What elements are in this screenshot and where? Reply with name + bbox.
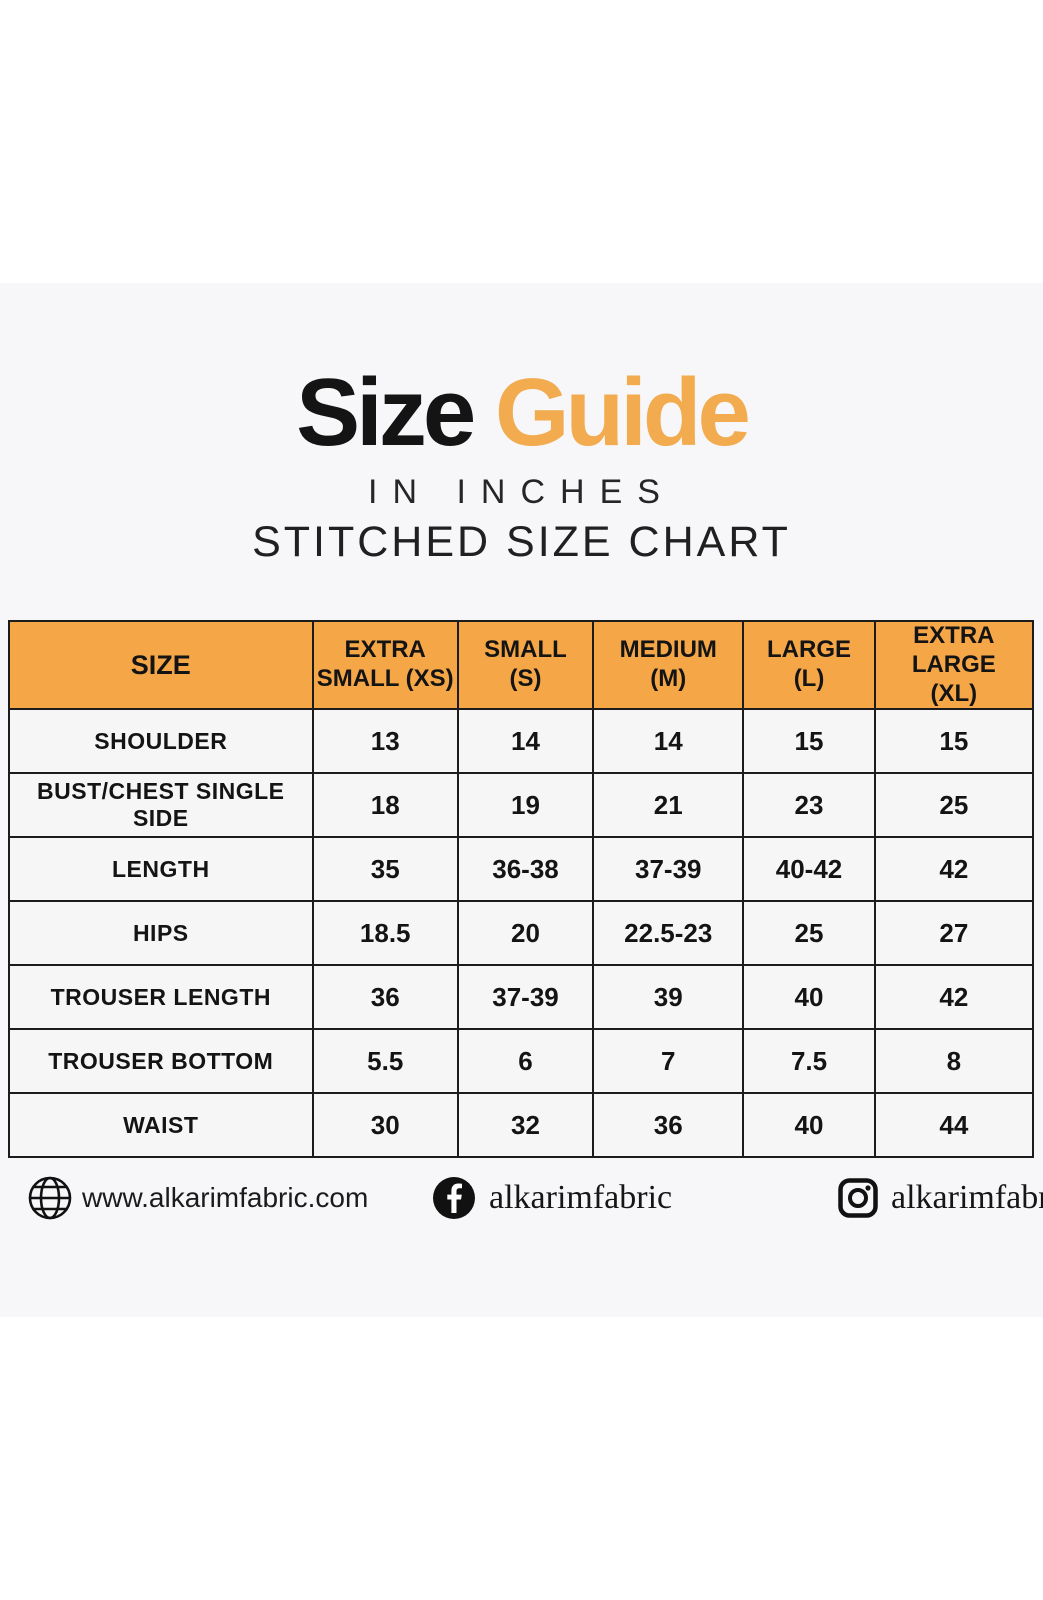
table-row: LENGTH 35 36-38 37-39 40-42 42 [8,836,1035,903]
website-url: www.alkarimfabric.com [82,1182,369,1213]
size-value-cell: 25 [742,900,876,967]
size-value-cell: 37-39 [456,964,595,1031]
size-value-cell: 14 [456,708,595,775]
title-block: Size Guide IN INCHES STITCHED SIZE CHART [0,365,1043,567]
size-value-cell: 19 [456,772,595,839]
subtitle-in-inches: IN INCHES [368,473,675,511]
footer-instagram: alkarimfabrics [838,1172,1043,1224]
row-label: TROUSER LENGTH [8,964,314,1031]
subtitle-stitched-size-chart: STITCHED SIZE CHART [252,518,791,566]
size-value-cell: 18 [311,772,459,839]
size-value-cell: 37-39 [592,836,745,903]
size-value-cell: 6 [456,1028,595,1095]
size-value-cell: 42 [873,836,1035,903]
size-value-cell: 22.5-23 [592,900,745,967]
size-value-cell: 40 [742,964,876,1031]
row-label: TROUSER BOTTOM [8,1028,314,1095]
globe-icon [26,1174,74,1222]
size-value-cell: 7 [592,1028,745,1095]
size-value-cell: 39 [592,964,745,1031]
size-value-cell: 15 [873,708,1035,775]
size-value-cell: 18.5 [311,900,459,967]
size-value-cell: 36 [311,964,459,1031]
size-value-cell: 42 [873,964,1035,1031]
table-row: SHOULDER 13 14 14 15 15 [8,708,1035,775]
size-value-cell: 8 [873,1028,1035,1095]
size-value-cell: 23 [742,772,876,839]
facebook-icon [432,1176,476,1220]
size-value-cell: 7.5 [742,1028,876,1095]
table-row: TROUSER BOTTOM 5.5 6 7 7.5 8 [8,1028,1035,1095]
size-value-cell: 30 [311,1092,459,1159]
row-label: BUST/CHEST SINGLE SIDE [8,772,314,839]
column-header: SMALL (S) [456,619,595,711]
size-table-body: SHOULDER 13 14 14 15 15 BUST/CHEST SINGLE SIDE… [8,708,1035,1159]
column-header: EXTRA SMALL (XS) [311,619,459,711]
row-label: WAIST [8,1092,314,1159]
footer-facebook: alkarimfabric [432,1172,672,1224]
table-row: WAIST 30 32 36 40 44 [8,1092,1035,1159]
size-value-cell: 5.5 [311,1028,459,1095]
instagram-icon [838,1178,878,1218]
size-value-cell: 40-42 [742,836,876,903]
size-value-cell: 35 [311,836,459,903]
table-row: HIPS 18.5 20 22.5-23 25 27 [8,900,1035,967]
facebook-handle: alkarimfabric [489,1179,673,1216]
size-value-cell: 21 [592,772,745,839]
row-label: LENGTH [8,836,314,903]
column-header: LARGE (L) [742,619,876,711]
size-value-cell: 13 [311,708,459,775]
footer-website: www.alkarimfabric.com [26,1172,368,1224]
size-table-header-row: SIZE EXTRA SMALL (XS) SMALL (S) MEDIUM (M) L… [8,619,1035,711]
instagram-handle: alkarimfabrics [891,1179,1043,1216]
size-value-cell: 27 [873,900,1035,967]
title-word-size: Size [296,359,476,466]
row-label: SHOULDER [8,708,314,775]
size-value-cell: 40 [742,1092,876,1159]
row-label: HIPS [8,900,314,967]
column-header: EXTRA LARGE (XL) [873,619,1035,711]
size-value-cell: 20 [456,900,595,967]
size-table-header: SIZE EXTRA SMALL (XS) SMALL (S) MEDIUM (M) L… [8,619,1035,711]
page-title: Size Guide [0,365,1043,461]
column-header-size: SIZE [8,619,314,711]
size-value-cell: 44 [873,1092,1035,1159]
size-table-container: SIZE EXTRA SMALL (XS) SMALL (S) MEDIUM (M) L… [8,619,1035,1159]
table-row: BUST/CHEST SINGLE SIDE 18 19 21 23 25 [8,772,1035,839]
table-row: TROUSER LENGTH 36 37-39 39 40 42 [8,964,1035,1031]
size-value-cell: 14 [592,708,745,775]
size-value-cell: 15 [742,708,876,775]
size-table: SIZE EXTRA SMALL (XS) SMALL (S) MEDIUM (M) L… [8,619,1035,1159]
title-word-guide: Guide [494,359,751,466]
size-value-cell: 36-38 [456,836,595,903]
column-header: MEDIUM (M) [592,619,745,711]
size-value-cell: 36 [592,1092,745,1159]
size-value-cell: 25 [873,772,1035,839]
size-value-cell: 32 [456,1092,595,1159]
